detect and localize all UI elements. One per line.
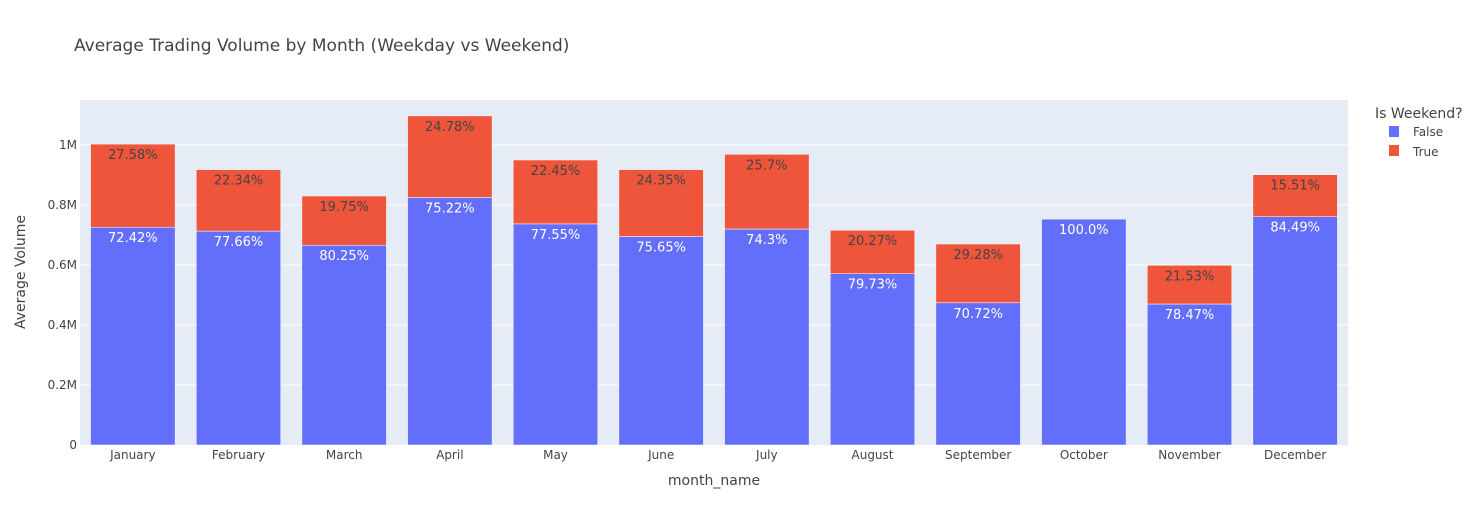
legend-swatch-false xyxy=(1389,126,1399,137)
x-tick-label: December xyxy=(1264,448,1326,462)
x-axis-ticks: January February March April May June July Augu… xyxy=(109,448,1326,462)
bar-data-label: 22.45% xyxy=(531,164,581,179)
bar-data-label: 70.72% xyxy=(953,307,1003,322)
bar-data-label: 27.58% xyxy=(108,148,158,163)
bar-true[interactable] xyxy=(512,159,599,225)
bar-data-label: 79.73% xyxy=(848,278,898,293)
bar-data-label: 15.51% xyxy=(1270,179,1320,194)
x-tick-label: April xyxy=(436,448,463,462)
x-tick-label: March xyxy=(326,448,363,462)
chart-title: Average Trading Volume by Month (Weekday… xyxy=(74,36,569,56)
bar-data-label: 75.65% xyxy=(636,241,686,256)
gridlines xyxy=(80,144,1348,386)
bar-data-label: 21.53% xyxy=(1165,269,1215,284)
bar-true[interactable] xyxy=(301,195,387,246)
y-tick-label: 0.6M xyxy=(48,258,77,272)
legend-item-true[interactable]: True xyxy=(1389,145,1439,159)
bar-data-label: 72.42% xyxy=(108,231,158,246)
x-axis-title: month_name xyxy=(668,473,760,489)
bar-false[interactable] xyxy=(1041,218,1127,446)
bar-true[interactable] xyxy=(829,229,916,274)
bars: 72.42% 27.58% 77.66% 22.34% 80.25% 19.75% 75.2… xyxy=(90,115,1338,446)
bar-true[interactable] xyxy=(1146,265,1233,305)
bar-false[interactable] xyxy=(407,197,493,446)
bar-false[interactable] xyxy=(301,244,387,446)
x-tick-label: September xyxy=(945,448,1011,462)
y-tick-label: 0 xyxy=(69,438,77,452)
bar-false[interactable] xyxy=(618,236,704,446)
bar-data-label: 78.47% xyxy=(1165,308,1215,323)
legend-label-true: True xyxy=(1412,145,1439,159)
bar-data-label: 80.25% xyxy=(319,249,369,264)
x-tick-label: June xyxy=(647,448,674,462)
y-tick-label: 0.4M xyxy=(48,318,77,332)
x-tick-label: January xyxy=(109,448,156,462)
bar-data-label: 74.3% xyxy=(746,233,787,248)
x-tick-label: May xyxy=(543,448,568,462)
bar-data-label: 20.27% xyxy=(848,234,898,249)
bar-data-label: 19.75% xyxy=(319,200,369,215)
bar-false[interactable] xyxy=(512,223,599,446)
bar-false[interactable] xyxy=(724,228,810,446)
bar-false[interactable] xyxy=(195,230,282,446)
bar-false[interactable] xyxy=(935,302,1021,446)
legend: Is Weekend? False True xyxy=(1375,106,1463,159)
legend-title: Is Weekend? xyxy=(1375,106,1463,122)
x-tick-label: August xyxy=(852,448,894,462)
legend-label-false: False xyxy=(1413,125,1443,139)
bar-true[interactable] xyxy=(618,169,704,237)
y-axis-ticks: 0 0.2M 0.4M 0.6M 0.8M 1M xyxy=(48,138,77,452)
bar-true[interactable] xyxy=(724,154,810,230)
bar-data-label: 75.22% xyxy=(425,202,475,217)
bar-data-label: 77.55% xyxy=(531,228,581,243)
bar-data-label: 84.49% xyxy=(1270,221,1320,236)
legend-swatch-true xyxy=(1389,145,1399,156)
x-tick-label: October xyxy=(1060,448,1108,462)
x-tick-label: February xyxy=(212,448,265,462)
bar-true[interactable] xyxy=(90,143,176,228)
x-tick-label: November xyxy=(1158,448,1220,462)
y-axis-title: Average Volume xyxy=(13,215,29,329)
y-tick-label: 1M xyxy=(59,138,77,152)
bar-true[interactable] xyxy=(407,115,493,198)
bar-data-label: 29.28% xyxy=(953,248,1003,263)
plot-area xyxy=(80,100,1348,445)
bar-false[interactable] xyxy=(90,226,176,446)
bar-false[interactable] xyxy=(829,273,916,446)
bar-data-label: 25.7% xyxy=(746,158,787,173)
bar-true[interactable] xyxy=(195,169,282,232)
y-tick-label: 0.8M xyxy=(48,198,77,212)
bar-data-label: 100.0% xyxy=(1059,223,1109,238)
bar-data-label: 24.35% xyxy=(636,174,686,189)
y-tick-label: 0.2M xyxy=(48,378,77,392)
bar-data-label: 77.66% xyxy=(214,235,264,250)
bar-data-label: 22.34% xyxy=(214,174,264,189)
bar-false[interactable] xyxy=(1252,216,1338,446)
bar-data-label: 24.78% xyxy=(425,120,475,135)
bar-true[interactable] xyxy=(935,243,1021,304)
bar-true[interactable] xyxy=(1252,174,1338,217)
legend-item-false[interactable]: False xyxy=(1389,125,1443,139)
bar-false[interactable] xyxy=(1146,303,1233,446)
x-tick-label: July xyxy=(755,448,778,462)
